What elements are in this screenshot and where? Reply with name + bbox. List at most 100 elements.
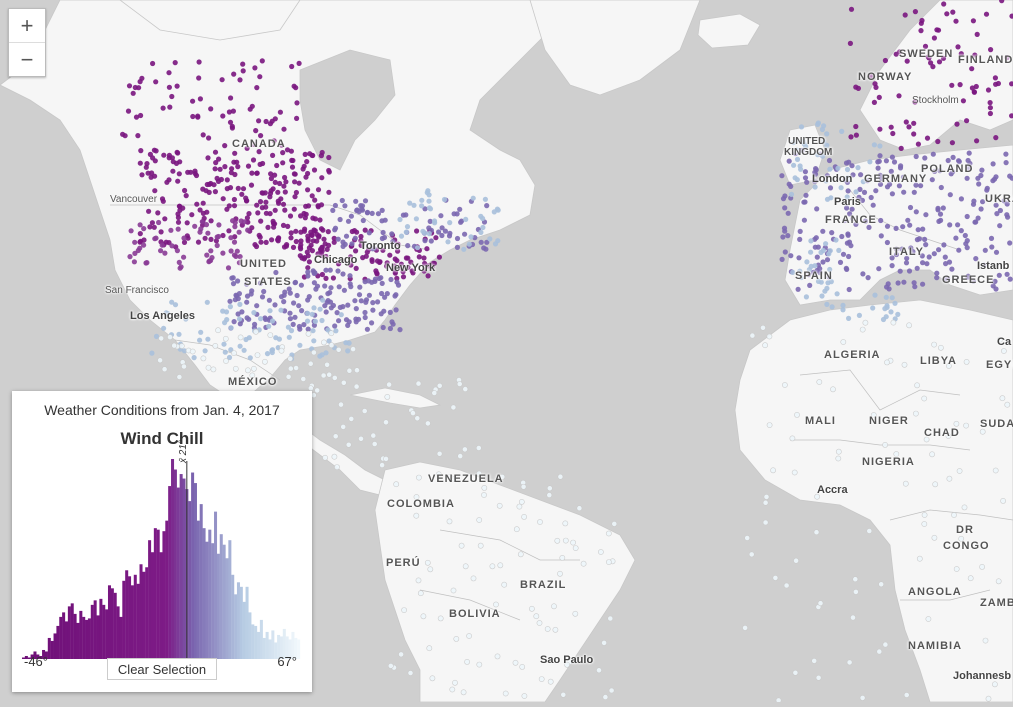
weather-station-dot[interactable] xyxy=(839,129,844,134)
weather-station-dot[interactable] xyxy=(352,298,357,303)
weather-station-dot[interactable] xyxy=(925,136,930,141)
weather-station-dot[interactable] xyxy=(896,280,901,285)
weather-station-dot[interactable] xyxy=(602,640,607,645)
histogram-bar[interactable] xyxy=(134,575,137,659)
weather-station-dot[interactable] xyxy=(251,366,256,371)
weather-station-dot[interactable] xyxy=(884,295,889,300)
weather-station-dot[interactable] xyxy=(889,125,894,130)
weather-station-dot[interactable] xyxy=(198,96,203,101)
weather-station-dot[interactable] xyxy=(974,138,979,143)
weather-station-dot[interactable] xyxy=(481,245,486,250)
histogram-bar[interactable] xyxy=(254,626,257,659)
weather-station-dot[interactable] xyxy=(405,224,410,229)
weather-station-dot[interactable] xyxy=(237,316,242,321)
weather-station-dot[interactable] xyxy=(988,111,993,116)
weather-station-dot[interactable] xyxy=(150,220,155,225)
histogram-bar[interactable] xyxy=(211,543,214,659)
weather-station-dot[interactable] xyxy=(938,218,943,223)
weather-station-dot[interactable] xyxy=(815,122,820,127)
weather-station-dot[interactable] xyxy=(279,348,284,353)
weather-station-dot[interactable] xyxy=(970,85,975,90)
weather-station-dot[interactable] xyxy=(236,186,241,191)
weather-station-dot[interactable] xyxy=(900,224,905,229)
weather-station-dot[interactable] xyxy=(326,168,331,173)
weather-station-dot[interactable] xyxy=(269,176,274,181)
weather-station-dot[interactable] xyxy=(280,160,285,165)
weather-station-dot[interactable] xyxy=(944,11,949,16)
weather-station-dot[interactable] xyxy=(166,70,171,75)
weather-station-dot[interactable] xyxy=(922,237,927,242)
weather-station-dot[interactable] xyxy=(245,294,250,299)
weather-station-dot[interactable] xyxy=(372,441,377,446)
weather-station-dot[interactable] xyxy=(305,319,310,324)
weather-station-dot[interactable] xyxy=(298,213,303,218)
weather-station-dot[interactable] xyxy=(252,65,257,70)
wind-chill-histogram[interactable] xyxy=(12,391,312,692)
weather-station-dot[interactable] xyxy=(213,343,218,348)
histogram-bar[interactable] xyxy=(145,567,148,659)
histogram-bar[interactable] xyxy=(248,612,251,659)
weather-station-dot[interactable] xyxy=(349,241,354,246)
weather-station-dot[interactable] xyxy=(177,171,182,176)
histogram-bar[interactable] xyxy=(128,576,131,659)
weather-station-dot[interactable] xyxy=(948,192,953,197)
weather-station-dot[interactable] xyxy=(890,295,895,300)
weather-station-dot[interactable] xyxy=(171,159,176,164)
weather-station-dot[interactable] xyxy=(1004,160,1009,165)
weather-station-dot[interactable] xyxy=(606,531,611,536)
weather-station-dot[interactable] xyxy=(427,231,432,236)
histogram-bar[interactable] xyxy=(194,483,197,659)
weather-station-dot[interactable] xyxy=(144,165,149,170)
histogram-bar[interactable] xyxy=(76,623,79,659)
weather-station-dot[interactable] xyxy=(904,119,909,124)
weather-station-dot[interactable] xyxy=(998,208,1003,213)
weather-station-dot[interactable] xyxy=(354,368,359,373)
weather-station-dot[interactable] xyxy=(223,358,228,363)
weather-station-dot[interactable] xyxy=(189,212,194,217)
weather-station-dot[interactable] xyxy=(167,105,172,110)
weather-station-dot[interactable] xyxy=(896,93,901,98)
weather-station-dot[interactable] xyxy=(329,331,334,336)
weather-station-dot[interactable] xyxy=(388,663,393,668)
histogram-bar[interactable] xyxy=(208,530,211,659)
weather-station-dot[interactable] xyxy=(292,194,297,199)
weather-station-dot[interactable] xyxy=(381,309,386,314)
weather-station-dot[interactable] xyxy=(358,436,363,441)
weather-station-dot[interactable] xyxy=(196,75,201,80)
weather-station-dot[interactable] xyxy=(135,133,140,138)
weather-station-dot[interactable] xyxy=(136,248,141,253)
weather-station-dot[interactable] xyxy=(745,535,750,540)
weather-station-dot[interactable] xyxy=(345,323,350,328)
weather-station-dot[interactable] xyxy=(175,211,180,216)
histogram-bar[interactable] xyxy=(214,512,217,659)
weather-station-dot[interactable] xyxy=(971,18,976,23)
weather-station-dot[interactable] xyxy=(213,150,218,155)
weather-station-dot[interactable] xyxy=(335,268,340,273)
weather-station-dot[interactable] xyxy=(1004,212,1009,217)
weather-station-dot[interactable] xyxy=(1005,272,1010,277)
weather-station-dot[interactable] xyxy=(283,189,288,194)
histogram-bar[interactable] xyxy=(223,545,226,659)
weather-station-dot[interactable] xyxy=(408,670,413,675)
weather-station-dot[interactable] xyxy=(231,160,236,165)
weather-station-dot[interactable] xyxy=(798,167,803,172)
weather-station-dot[interactable] xyxy=(743,625,748,630)
weather-station-dot[interactable] xyxy=(370,211,375,216)
weather-station-dot[interactable] xyxy=(853,85,858,90)
weather-station-dot[interactable] xyxy=(371,433,376,438)
weather-station-dot[interactable] xyxy=(306,331,311,336)
weather-station-dot[interactable] xyxy=(319,175,324,180)
weather-station-dot[interactable] xyxy=(557,571,562,576)
weather-station-dot[interactable] xyxy=(899,146,904,151)
weather-station-dot[interactable] xyxy=(277,337,282,342)
weather-station-dot[interactable] xyxy=(370,300,375,305)
weather-station-dot[interactable] xyxy=(167,153,172,158)
weather-station-dot[interactable] xyxy=(548,679,553,684)
histogram-bar[interactable] xyxy=(217,554,220,659)
weather-station-dot[interactable] xyxy=(804,294,809,299)
weather-station-dot[interactable] xyxy=(238,335,243,340)
histogram-bar[interactable] xyxy=(82,617,85,659)
weather-station-dot[interactable] xyxy=(967,151,972,156)
weather-station-dot[interactable] xyxy=(608,616,613,621)
weather-station-dot[interactable] xyxy=(324,309,329,314)
